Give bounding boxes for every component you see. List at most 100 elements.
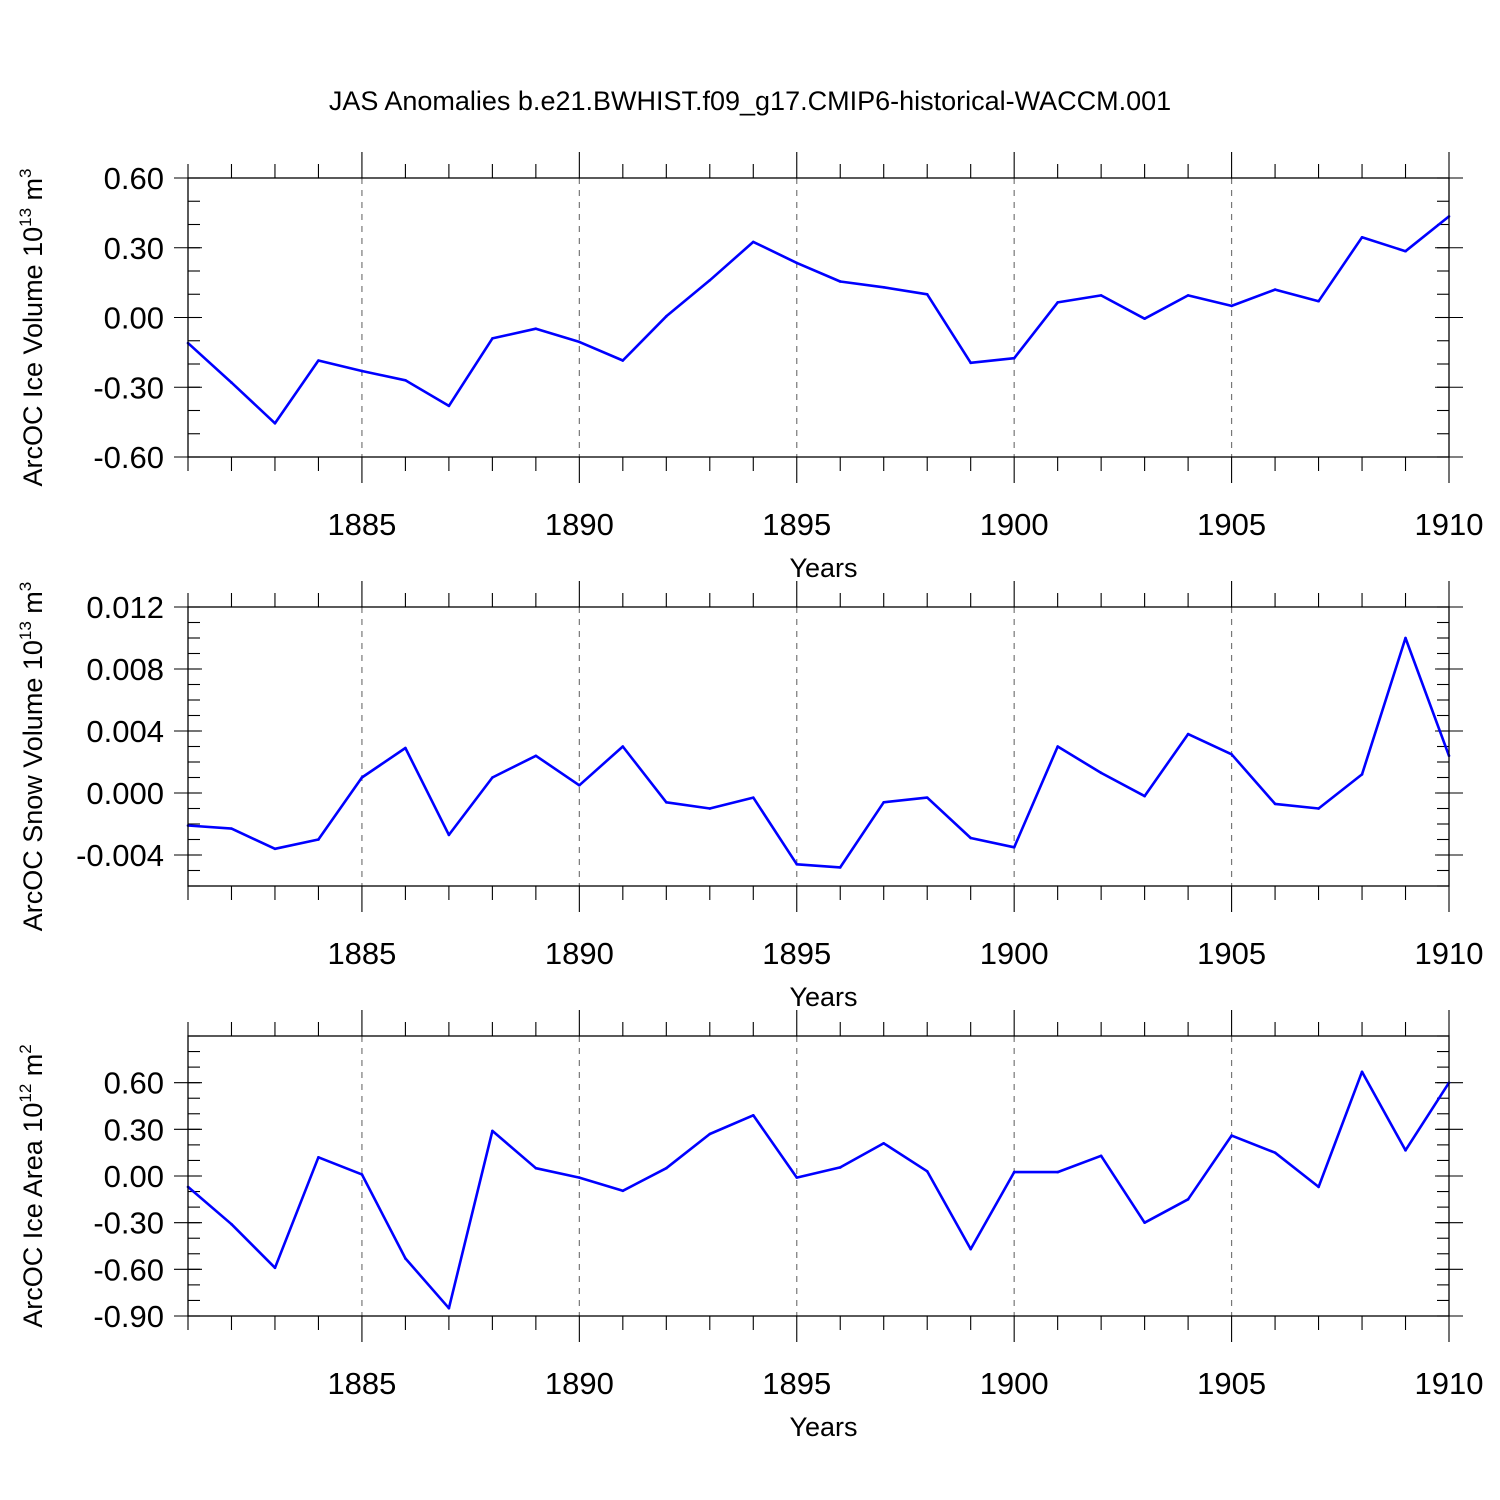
data-point-1887 <box>447 833 451 837</box>
y-tick-label: 0.004 <box>86 714 164 749</box>
data-point-1907 <box>1317 299 1320 303</box>
x-tick-label: 1895 <box>762 507 831 542</box>
panel-2: -0.004 0.000 0.004 0.008 0.012 1885 1890 1895 19… <box>16 581 1483 1012</box>
y-tick-label: -0.004 <box>76 838 164 873</box>
data-point-1900 <box>1012 845 1016 849</box>
data-point-1897 <box>882 801 886 804</box>
data-point-1899 <box>969 361 972 365</box>
plot-frame <box>187 606 1450 887</box>
x-tick-label: 1885 <box>327 1366 396 1401</box>
data-point-1887 <box>447 1306 451 1310</box>
data-point-1898 <box>925 796 929 799</box>
y-tick-label: -0.90 <box>93 1299 164 1334</box>
y-axis-label-unit-exponent: 3 <box>16 582 35 591</box>
y-tick-label: 0.00 <box>104 1159 164 1194</box>
data-point-1908 <box>1360 1070 1364 1074</box>
data-point-1905 <box>1230 304 1233 308</box>
x-tick-label: 1905 <box>1197 1366 1266 1401</box>
data-point-1907 <box>1317 807 1320 810</box>
data-point-1888 <box>491 337 494 340</box>
plot-frame <box>187 177 1450 458</box>
data-point-1884 <box>317 1156 320 1159</box>
data-point-1889 <box>534 754 538 758</box>
y-axis-label-unit: m <box>18 178 48 208</box>
data-point-1891 <box>621 745 625 748</box>
y-axis-label-exponent: 12 <box>16 1084 35 1103</box>
x-tick-label: 1890 <box>545 1366 614 1401</box>
data-point-1892 <box>665 315 668 318</box>
data-point-1908 <box>1360 773 1364 776</box>
y-axis-label: ArcOC Ice Volume 1013 m3 <box>16 168 48 486</box>
data-point-1888 <box>491 776 494 779</box>
data-point-1901 <box>1056 301 1059 304</box>
data-point-1904 <box>1186 294 1190 297</box>
data-point-1883 <box>273 847 277 851</box>
data-point-1909 <box>1404 636 1407 640</box>
data-point-1900 <box>1012 356 1016 360</box>
series-line-3 <box>187 1070 1451 1310</box>
data-point-1899 <box>969 1247 972 1251</box>
data-point-1892 <box>665 1166 668 1170</box>
data-point-1895 <box>795 261 799 265</box>
data-point-1896 <box>838 280 842 283</box>
x-axis-label: Years <box>789 553 857 583</box>
data-point-1901 <box>1056 1170 1059 1174</box>
y-tick-label: 0.000 <box>86 776 164 811</box>
y-axis-label-text: ArcOC Ice Volume 10 <box>18 227 48 487</box>
data-point-1885 <box>360 369 364 373</box>
x-tick-label: 1910 <box>1415 936 1484 971</box>
x-tick-label: 1900 <box>980 936 1049 971</box>
data-point-1882 <box>230 827 233 830</box>
data-point-1893 <box>708 1132 712 1136</box>
x-tick-label: 1890 <box>545 507 614 542</box>
x-tick-label: 1910 <box>1415 507 1484 542</box>
y-tick-label: 0.30 <box>104 231 164 266</box>
data-point-1903 <box>1143 317 1146 320</box>
data-point-1898 <box>925 1170 929 1173</box>
data-point-1896 <box>838 866 842 869</box>
data-point-1902 <box>1099 1154 1103 1158</box>
data-point-1895 <box>795 1176 799 1179</box>
y-tick-label: -0.30 <box>93 1206 164 1241</box>
data-point-1893 <box>708 807 712 810</box>
y-tick-label: 0.008 <box>86 652 164 687</box>
y-tick-label: 0.60 <box>104 161 164 196</box>
x-tick-label: 1885 <box>327 936 396 971</box>
data-point-1901 <box>1056 745 1059 748</box>
data-point-1885 <box>360 1173 364 1176</box>
data-point-1898 <box>925 292 929 296</box>
data-point-1893 <box>708 279 712 282</box>
data-point-1907 <box>1317 1185 1320 1189</box>
x-tick-label: 1895 <box>762 1366 831 1401</box>
data-point-1886 <box>404 1257 407 1260</box>
data-point-1889 <box>534 327 538 330</box>
y-axis-label-text: ArcOC Snow Volume 10 <box>18 640 48 931</box>
data-point-1897 <box>882 1142 886 1145</box>
data-point-1884 <box>317 838 320 841</box>
y-axis-label-unit-exponent: 2 <box>16 1044 35 1053</box>
data-point-1894 <box>751 796 755 799</box>
chart-title: JAS Anomalies b.e21.BWHIST.f09_g17.CMIP6… <box>329 86 1171 116</box>
y-axis-label-exponent: 13 <box>16 208 35 227</box>
x-tick-label: 1900 <box>980 507 1049 542</box>
y-tick-label: -0.30 <box>93 370 164 405</box>
data-point-1886 <box>404 378 407 382</box>
y-tick-label: 0.012 <box>86 590 164 625</box>
data-point-1906 <box>1273 288 1277 291</box>
x-tick-label: 1885 <box>327 507 396 542</box>
x-tick-label: 1905 <box>1197 507 1266 542</box>
y-tick-label: 0.00 <box>104 301 164 336</box>
data-point-1905 <box>1230 1134 1233 1137</box>
data-point-1909 <box>1404 249 1407 253</box>
data-point-1889 <box>534 1166 538 1170</box>
y-tick-label: 0.30 <box>104 1112 164 1147</box>
data-point-1908 <box>1360 235 1364 239</box>
data-point-1883 <box>273 1266 277 1270</box>
data-point-1909 <box>1404 1149 1407 1152</box>
data-point-1899 <box>969 836 972 840</box>
x-axis-label: Years <box>789 1412 857 1442</box>
y-tick-label: -0.60 <box>93 440 164 475</box>
data-point-1897 <box>882 285 886 289</box>
data-point-1895 <box>795 863 799 866</box>
